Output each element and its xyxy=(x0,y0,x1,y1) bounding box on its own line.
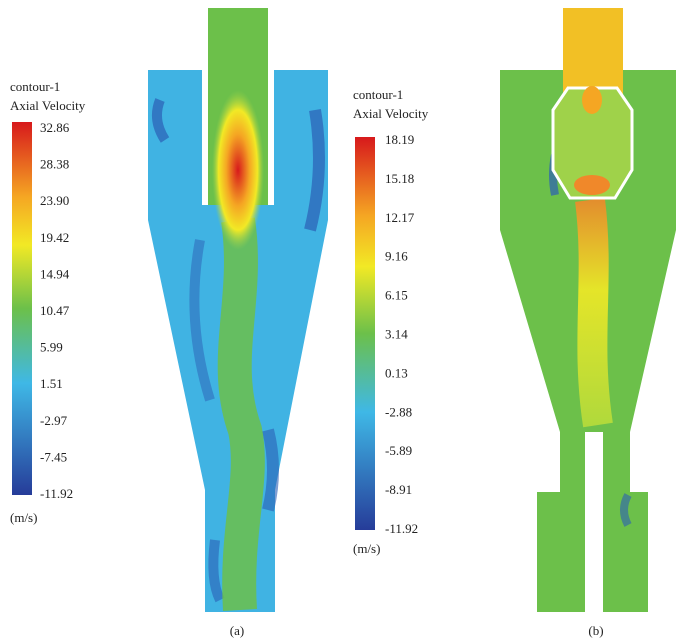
legend-title: contour-1 xyxy=(10,79,60,94)
colorbar-label: 12.17 xyxy=(385,210,415,225)
colorbar-label: 14.94 xyxy=(40,266,70,281)
figure: contour-1 Axial Velocity 32.86 28.38 23.90 19… xyxy=(0,0,677,643)
colorbar-label: -7.45 xyxy=(40,449,67,464)
colorbar-label: 10.47 xyxy=(40,303,70,318)
colorbar-label: 9.16 xyxy=(385,249,408,264)
colorbar xyxy=(12,122,32,495)
legend-subtitle: Axial Velocity xyxy=(10,98,86,113)
colorbar-label: -5.89 xyxy=(385,443,412,458)
legend-title: contour-1 xyxy=(353,87,403,102)
colorbar-label: 6.15 xyxy=(385,288,408,303)
colorbar-label: 3.14 xyxy=(385,326,408,341)
contour-b xyxy=(500,8,676,612)
colorbar xyxy=(355,137,375,530)
unit-label: (m/s) xyxy=(353,541,380,556)
contour-a xyxy=(148,8,328,612)
colorbar-label: 19.42 xyxy=(40,230,69,245)
colorbar-label: -11.92 xyxy=(385,521,418,536)
colorbar-label: -11.92 xyxy=(40,486,73,501)
colorbar-label: 32.86 xyxy=(40,120,70,135)
colorbar-label: -2.97 xyxy=(40,413,68,428)
panel-label: (b) xyxy=(588,623,603,638)
colorbar-label: 1.51 xyxy=(40,376,63,391)
unit-label: (m/s) xyxy=(10,510,37,525)
colorbar-label: -2.88 xyxy=(385,404,412,419)
colorbar-label: 15.18 xyxy=(385,171,414,186)
colorbar-label: 28.38 xyxy=(40,157,69,172)
panel-label: (a) xyxy=(230,623,244,638)
colorbar-label: 0.13 xyxy=(385,365,408,380)
colorbar-label: 5.99 xyxy=(40,340,63,355)
colorbar-label: 23.90 xyxy=(40,193,69,208)
legend-subtitle: Axial Velocity xyxy=(353,106,429,121)
colorbar-label: 18.19 xyxy=(385,132,414,147)
colorbar-label: -8.91 xyxy=(385,482,412,497)
